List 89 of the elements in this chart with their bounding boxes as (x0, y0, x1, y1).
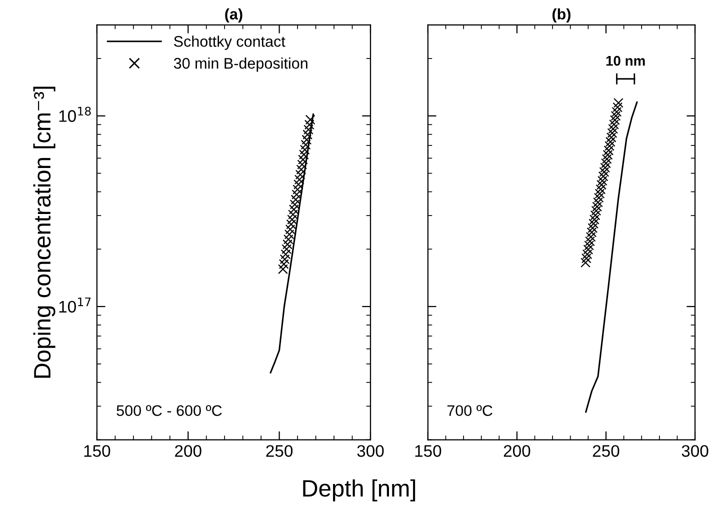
point (592, 202, 602, 212)
point (292, 184, 302, 194)
point (292, 190, 302, 200)
chart-title: (b) (552, 8, 570, 23)
point (305, 114, 316, 125)
point (594, 188, 605, 199)
point (287, 214, 298, 224)
point (280, 249, 291, 260)
point (286, 219, 296, 230)
x-tick-label: 300 (357, 445, 384, 457)
point (282, 239, 292, 250)
point (283, 234, 294, 244)
point (605, 136, 616, 147)
point (593, 197, 603, 208)
point (302, 130, 313, 140)
x-tick-label: 300 (682, 445, 708, 457)
point (298, 154, 308, 165)
point (282, 244, 292, 254)
point (285, 224, 296, 234)
point (588, 223, 598, 234)
point (596, 180, 606, 190)
point (590, 210, 600, 220)
x-tick-label: 150 (84, 445, 110, 457)
point (585, 236, 595, 246)
point (280, 254, 290, 264)
point (580, 258, 590, 268)
annotation: 10 nm (606, 56, 645, 66)
chart-title: (a) (225, 8, 242, 23)
point (606, 132, 616, 142)
y-tick-label: 10$^{18}$ (59, 106, 91, 122)
point (610, 115, 620, 126)
x-tick-label: 250 (592, 445, 620, 457)
point (586, 232, 596, 242)
point (284, 229, 294, 240)
point (591, 206, 602, 216)
point (300, 144, 310, 155)
point (302, 134, 312, 145)
point (602, 150, 613, 160)
y-tick-label: 10$^{17}$ (59, 298, 91, 313)
point (581, 253, 592, 264)
point (601, 158, 611, 168)
point (288, 210, 298, 220)
y-axis-title: Doping concentration [cm⁻³] (33, 86, 56, 378)
point (294, 179, 304, 190)
x-tick-label: 200 (504, 445, 530, 457)
point (589, 214, 600, 224)
point (288, 204, 299, 214)
legend-label: Schottky contact (174, 36, 286, 50)
point (296, 164, 306, 175)
point (614, 98, 624, 108)
x-axis-title: Depth [nm] (303, 479, 416, 502)
point (300, 140, 311, 150)
point (295, 170, 306, 180)
point (586, 227, 597, 238)
point (598, 171, 608, 182)
point (584, 240, 594, 250)
annotation: 500 ºC - 600 ºC (116, 405, 222, 416)
point (597, 176, 608, 186)
point (599, 167, 610, 177)
point (583, 244, 594, 255)
point (298, 150, 309, 160)
point (290, 200, 300, 210)
point (604, 145, 614, 156)
line-series (270, 113, 314, 374)
point (588, 218, 598, 229)
point (304, 120, 314, 130)
point (604, 141, 614, 151)
legend-label: 30 min B-deposition (174, 58, 308, 72)
point (600, 162, 610, 173)
annotation: 700 ºC (447, 405, 492, 416)
point (607, 128, 618, 138)
point (278, 264, 288, 274)
point (612, 102, 623, 112)
point (278, 259, 289, 270)
point (596, 184, 606, 194)
x-tick-label: 200 (175, 445, 202, 457)
point (297, 160, 308, 170)
point (610, 110, 621, 121)
point (294, 174, 304, 185)
point (304, 124, 314, 135)
point (594, 192, 604, 203)
x-tick-label: 250 (266, 445, 293, 457)
point (609, 119, 619, 130)
point (582, 249, 592, 260)
x-tick-label: 150 (415, 445, 442, 457)
point (602, 154, 612, 164)
point (290, 194, 301, 205)
point (612, 106, 622, 117)
point (608, 124, 618, 134)
